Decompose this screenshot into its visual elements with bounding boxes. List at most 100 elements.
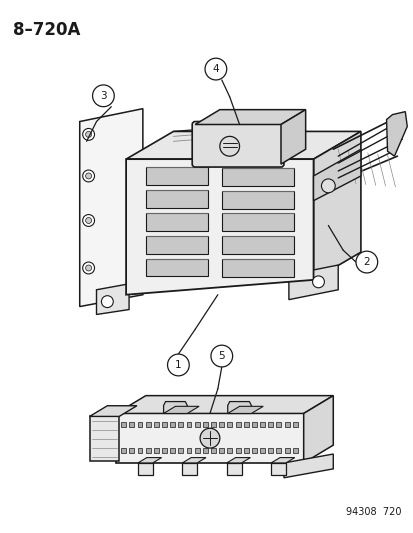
Circle shape	[355, 251, 377, 273]
Polygon shape	[221, 259, 293, 277]
Circle shape	[101, 296, 113, 308]
Bar	[235, 422, 240, 427]
Polygon shape	[163, 406, 199, 414]
Polygon shape	[89, 416, 119, 461]
Circle shape	[199, 429, 219, 448]
Bar	[292, 448, 297, 453]
Bar	[259, 448, 264, 453]
Bar	[243, 422, 248, 427]
Polygon shape	[280, 110, 305, 164]
Polygon shape	[116, 395, 332, 414]
Text: 94308  720: 94308 720	[345, 507, 400, 518]
Polygon shape	[227, 401, 251, 414]
Polygon shape	[163, 401, 187, 414]
Bar	[121, 422, 126, 427]
Polygon shape	[145, 259, 207, 276]
Polygon shape	[386, 111, 406, 156]
Text: 3: 3	[100, 91, 107, 101]
Polygon shape	[116, 414, 303, 463]
FancyBboxPatch shape	[192, 122, 283, 167]
Bar	[161, 448, 166, 453]
Polygon shape	[96, 284, 129, 314]
Bar	[271, 463, 285, 475]
Bar	[243, 448, 248, 453]
Bar	[137, 448, 142, 453]
Polygon shape	[271, 458, 294, 463]
Bar	[202, 448, 207, 453]
Circle shape	[167, 354, 189, 376]
Text: 4: 4	[212, 64, 218, 74]
Polygon shape	[80, 109, 142, 306]
Polygon shape	[145, 167, 207, 185]
Bar	[268, 448, 273, 453]
Bar	[129, 422, 134, 427]
Polygon shape	[226, 458, 250, 463]
Bar	[292, 422, 297, 427]
Circle shape	[83, 215, 94, 227]
Circle shape	[85, 265, 91, 271]
Circle shape	[320, 179, 335, 193]
Circle shape	[219, 136, 239, 156]
Bar	[227, 422, 232, 427]
Bar	[227, 448, 232, 453]
Bar	[170, 448, 175, 453]
Polygon shape	[126, 132, 360, 159]
Circle shape	[83, 170, 94, 182]
Polygon shape	[126, 159, 313, 295]
Bar	[252, 448, 256, 453]
Bar	[138, 463, 152, 475]
Circle shape	[83, 128, 94, 140]
Circle shape	[204, 58, 226, 80]
Bar	[268, 422, 273, 427]
Circle shape	[85, 132, 91, 138]
Text: 2: 2	[363, 257, 369, 267]
Bar	[202, 422, 207, 427]
Bar	[284, 422, 289, 427]
Polygon shape	[138, 458, 161, 463]
Bar	[219, 422, 224, 427]
Bar	[178, 422, 183, 427]
Bar	[145, 448, 150, 453]
Bar	[219, 448, 224, 453]
Polygon shape	[227, 406, 263, 414]
Text: 5: 5	[218, 351, 225, 361]
Bar	[186, 448, 191, 453]
Polygon shape	[313, 149, 360, 201]
Polygon shape	[145, 236, 207, 254]
Bar	[211, 448, 216, 453]
Bar	[194, 448, 199, 453]
Polygon shape	[283, 454, 332, 478]
Bar	[186, 422, 191, 427]
Polygon shape	[182, 458, 206, 463]
Bar	[137, 422, 142, 427]
Bar	[178, 448, 183, 453]
Circle shape	[83, 262, 94, 274]
Bar	[284, 448, 289, 453]
Bar	[145, 422, 150, 427]
Bar	[182, 463, 197, 475]
Bar	[235, 448, 240, 453]
Circle shape	[211, 345, 232, 367]
Bar	[211, 422, 216, 427]
Bar	[154, 448, 159, 453]
Text: 8–720A: 8–720A	[13, 21, 80, 38]
Bar	[252, 422, 256, 427]
Bar	[259, 422, 264, 427]
Text: 1: 1	[175, 360, 181, 370]
Bar	[121, 448, 126, 453]
Circle shape	[93, 85, 114, 107]
Bar	[154, 422, 159, 427]
Polygon shape	[89, 406, 137, 416]
Polygon shape	[288, 265, 337, 300]
Polygon shape	[221, 236, 293, 254]
Bar	[161, 422, 166, 427]
Polygon shape	[195, 110, 305, 125]
Bar	[170, 422, 175, 427]
Bar	[276, 448, 281, 453]
Polygon shape	[145, 190, 207, 208]
Bar	[276, 422, 281, 427]
Bar	[226, 463, 241, 475]
Polygon shape	[145, 213, 207, 231]
Polygon shape	[313, 132, 360, 280]
Bar	[194, 422, 199, 427]
